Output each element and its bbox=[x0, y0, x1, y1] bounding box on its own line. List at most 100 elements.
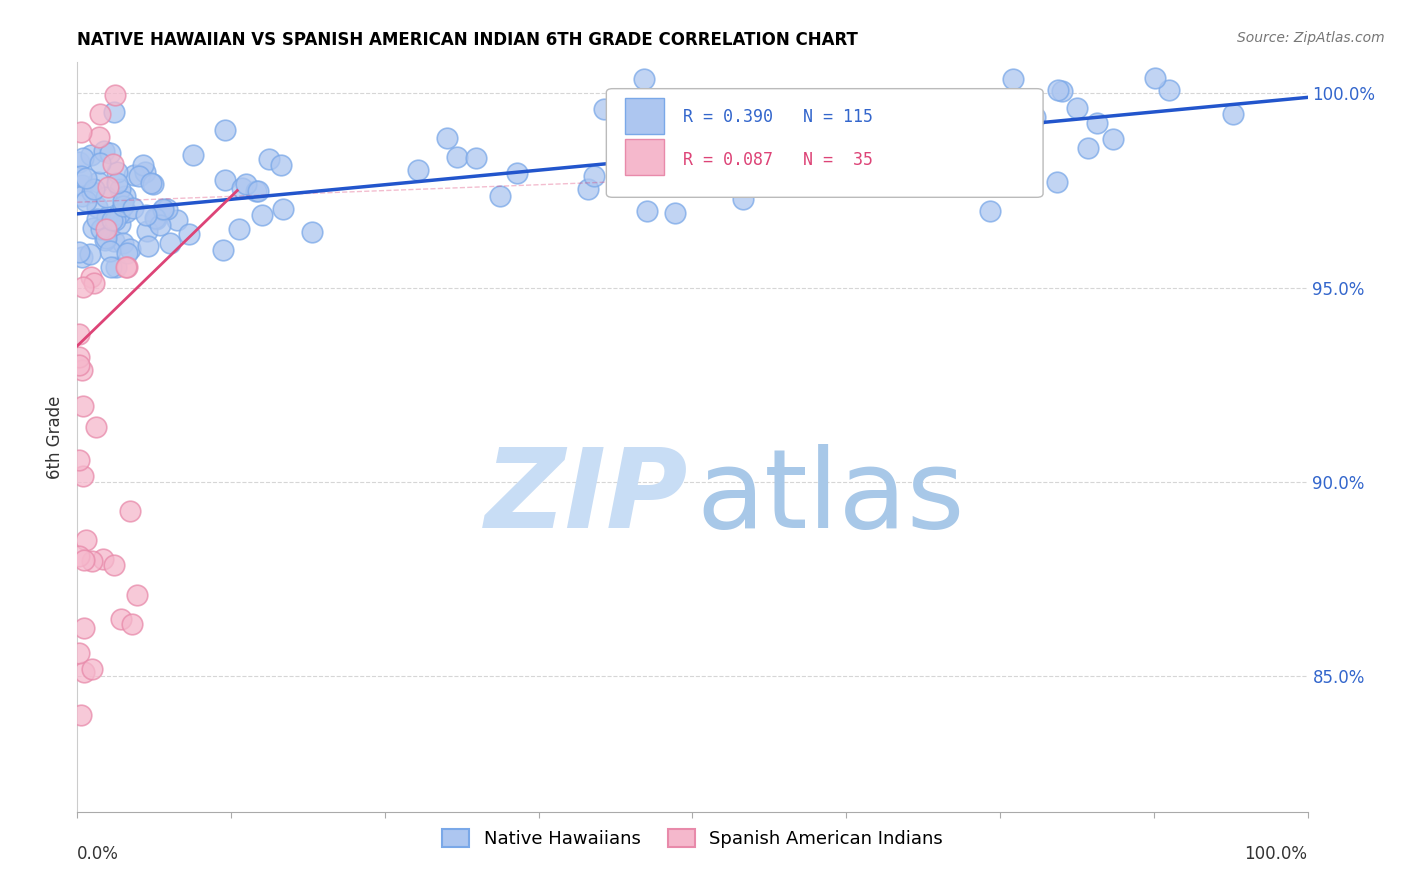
Point bbox=[103, 104, 125, 119]
Point bbox=[145, 211, 167, 226]
Point bbox=[105, 260, 128, 274]
Point bbox=[70, 363, 93, 377]
Point bbox=[73, 553, 96, 567]
Point bbox=[98, 146, 121, 161]
Point bbox=[105, 176, 128, 190]
Point bbox=[651, 95, 673, 109]
Point bbox=[214, 173, 236, 187]
Point bbox=[121, 616, 143, 631]
Point bbox=[814, 96, 837, 111]
Point bbox=[664, 206, 686, 220]
Point bbox=[247, 184, 270, 198]
Point bbox=[70, 178, 93, 193]
Point bbox=[231, 180, 253, 194]
Point bbox=[1222, 107, 1244, 121]
Text: 100.0%: 100.0% bbox=[1244, 846, 1308, 863]
Point bbox=[636, 203, 658, 218]
Point bbox=[108, 217, 131, 231]
Point bbox=[67, 327, 90, 342]
Point bbox=[1019, 128, 1042, 143]
Point bbox=[804, 130, 827, 145]
Point bbox=[86, 212, 108, 227]
Point bbox=[617, 145, 640, 160]
Text: R = 0.390   N = 115: R = 0.390 N = 115 bbox=[683, 108, 873, 126]
Point bbox=[121, 202, 143, 216]
Point bbox=[127, 588, 149, 602]
Point bbox=[72, 469, 94, 483]
Text: ZIP: ZIP bbox=[485, 443, 689, 550]
Point bbox=[94, 190, 117, 204]
Bar bbox=[624, 97, 664, 134]
Point bbox=[273, 202, 295, 216]
Point bbox=[80, 270, 103, 285]
Point bbox=[75, 171, 97, 186]
Point bbox=[114, 260, 136, 274]
Point bbox=[1050, 84, 1073, 98]
Point bbox=[733, 192, 755, 206]
Text: 0.0%: 0.0% bbox=[77, 846, 120, 863]
Point bbox=[897, 145, 920, 160]
Point bbox=[633, 72, 655, 87]
Point bbox=[103, 234, 125, 248]
Point bbox=[72, 280, 94, 294]
Point bbox=[576, 182, 599, 196]
Point bbox=[73, 665, 96, 679]
Point bbox=[1157, 83, 1180, 97]
Point bbox=[1046, 175, 1069, 189]
Point bbox=[1001, 71, 1024, 86]
Point bbox=[80, 662, 103, 676]
Point bbox=[115, 205, 138, 219]
Point bbox=[111, 199, 134, 213]
Point bbox=[105, 165, 128, 179]
Point bbox=[94, 231, 117, 245]
Point bbox=[235, 177, 257, 191]
Point bbox=[115, 260, 138, 274]
Point bbox=[87, 175, 110, 189]
Point bbox=[142, 177, 165, 191]
Point bbox=[110, 612, 132, 626]
Point bbox=[114, 189, 136, 203]
Point bbox=[67, 350, 90, 364]
Point bbox=[89, 156, 111, 170]
Point bbox=[152, 202, 174, 216]
Point bbox=[67, 646, 90, 660]
Point bbox=[120, 503, 142, 517]
Point bbox=[117, 246, 139, 260]
Point bbox=[84, 419, 107, 434]
Point bbox=[228, 222, 250, 236]
Point bbox=[465, 152, 488, 166]
Point bbox=[128, 169, 150, 183]
Point bbox=[80, 148, 103, 162]
Point bbox=[245, 184, 267, 198]
Point bbox=[67, 549, 90, 563]
Point bbox=[118, 242, 141, 256]
Point bbox=[1085, 116, 1108, 130]
Point bbox=[96, 210, 118, 224]
Point bbox=[100, 213, 122, 227]
Point bbox=[69, 169, 91, 184]
Point bbox=[86, 200, 108, 214]
Point bbox=[214, 123, 236, 137]
Point bbox=[636, 127, 658, 141]
Y-axis label: 6th Grade: 6th Grade bbox=[46, 395, 65, 479]
Point bbox=[67, 452, 90, 467]
Point bbox=[97, 179, 120, 194]
Point bbox=[104, 213, 127, 227]
Point bbox=[83, 182, 105, 196]
Point bbox=[70, 189, 93, 203]
Text: Source: ZipAtlas.com: Source: ZipAtlas.com bbox=[1237, 31, 1385, 45]
Point bbox=[132, 157, 155, 171]
Legend: Native Hawaiians, Spanish American Indians: Native Hawaiians, Spanish American India… bbox=[434, 822, 950, 855]
Point bbox=[75, 194, 97, 208]
Point bbox=[183, 147, 205, 161]
Point bbox=[301, 225, 323, 239]
Point bbox=[70, 707, 93, 722]
Point bbox=[108, 207, 131, 221]
Point bbox=[67, 155, 90, 169]
Point bbox=[1024, 110, 1046, 124]
Point bbox=[101, 212, 124, 227]
Text: atlas: atlas bbox=[696, 443, 965, 550]
Point bbox=[1143, 71, 1166, 86]
Point bbox=[108, 182, 131, 196]
Point bbox=[962, 93, 984, 107]
